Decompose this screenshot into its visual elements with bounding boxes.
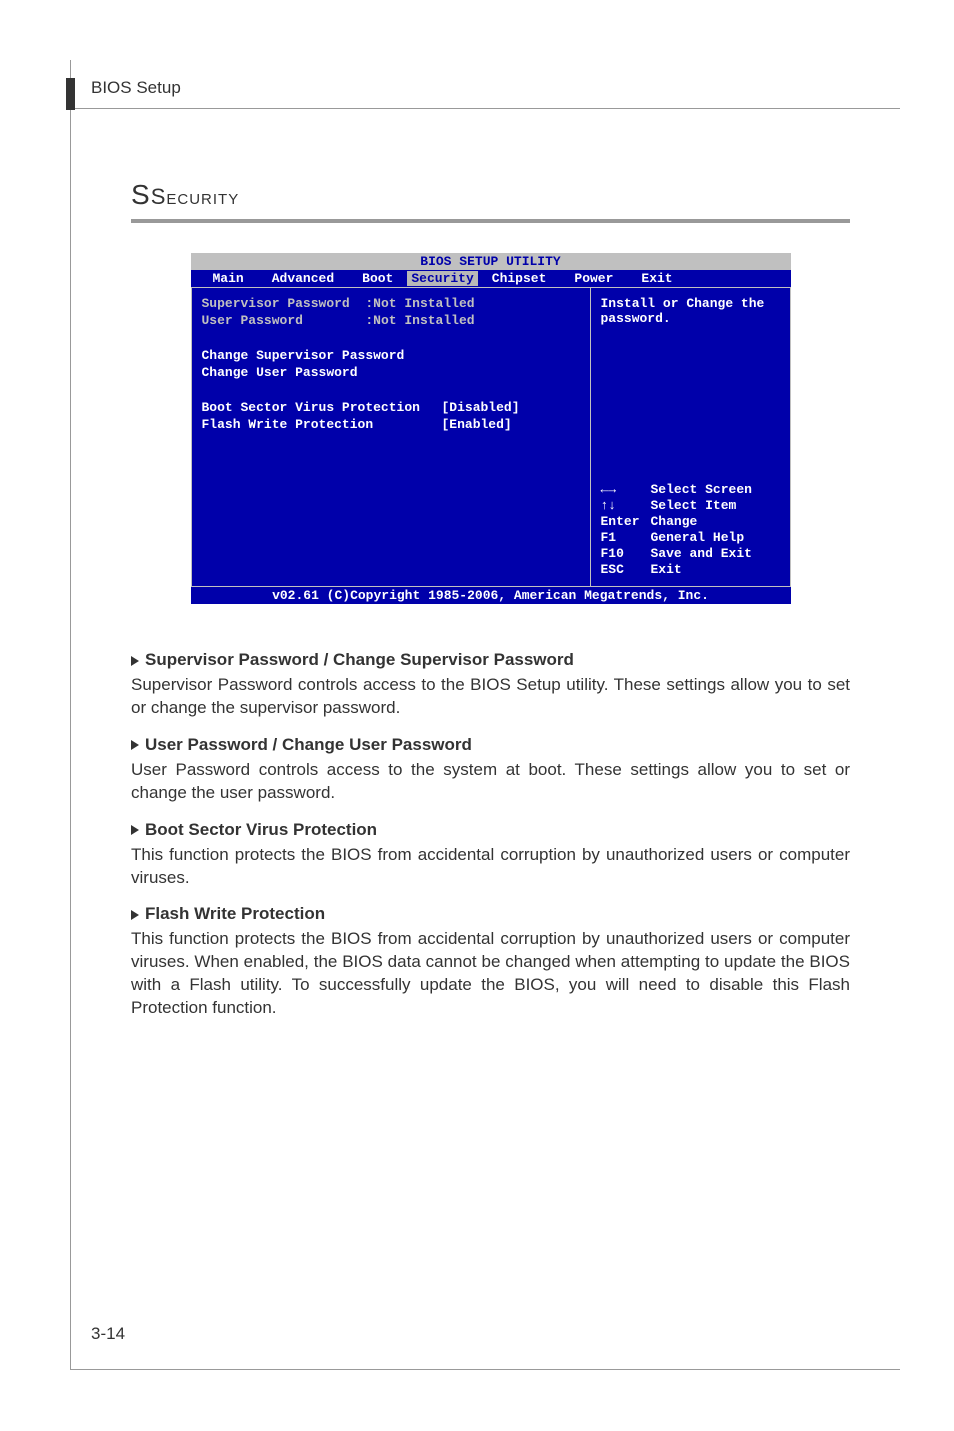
page-header: BIOS Setup (71, 60, 900, 109)
bios-left-panel: Supervisor Password :Not Installed User … (191, 287, 591, 587)
key-esc: ESC (601, 562, 651, 577)
heading-3-text: Boot Sector Virus Protection (145, 820, 377, 839)
desc-heading-4: Flash Write Protection (131, 903, 850, 926)
bios-tab-boot[interactable]: Boot (348, 271, 407, 286)
boot-sector-value: [Disabled] (442, 400, 520, 415)
triangle-icon (131, 740, 139, 750)
flash-write-value: [Enabled] (442, 417, 512, 432)
heading-4-text: Flash Write Protection (145, 904, 325, 923)
bios-screenshot: BIOS SETUP UTILITY Main Advanced Boot Se… (191, 253, 791, 604)
bios-tab-advanced[interactable]: Advanced (258, 271, 348, 286)
key-f1: F1 (601, 530, 651, 545)
key-enter: Enter (601, 514, 651, 529)
user-label: User Password (202, 313, 303, 328)
bios-footer: v02.61 (C)Copyright 1985-2006, American … (191, 587, 791, 604)
desc-supervisor: Supervisor Password / Change Supervisor … (131, 649, 850, 720)
boot-sector-virus-row[interactable]: Boot Sector Virus Protection [Disabled] (202, 400, 580, 415)
heading-2-text: User Password / Change User Password (145, 735, 472, 754)
side-marker (66, 78, 75, 110)
desc-flash-write: Flash Write Protection This function pro… (131, 903, 850, 1020)
desc-heading-2: User Password / Change User Password (131, 734, 850, 757)
supervisor-value: :Not Installed (365, 296, 474, 311)
action-help: General Help (651, 530, 745, 545)
bios-titlebar: BIOS SETUP UTILITY (191, 253, 791, 270)
bios-right-panel: Install or Change the password. ←→Select… (591, 287, 791, 587)
desc-heading-3: Boot Sector Virus Protection (131, 819, 850, 842)
key-f10: F10 (601, 546, 651, 561)
change-supervisor-password[interactable]: Change Supervisor Password (202, 348, 580, 363)
user-value: :Not Installed (365, 313, 474, 328)
heading-1-text: Supervisor Password / Change Supervisor … (145, 650, 574, 669)
content-body: SSecurity BIOS SETUP UTILITY Main Advanc… (71, 109, 900, 1020)
bios-tab-main[interactable]: Main (199, 271, 258, 286)
bios-tab-exit[interactable]: Exit (627, 271, 686, 286)
action-select-item: Select Item (651, 498, 737, 513)
bios-help-text: Install or Change the password. (601, 296, 780, 482)
page-number: 3-14 (91, 1324, 125, 1344)
triangle-icon (131, 910, 139, 920)
bios-tab-chipset[interactable]: Chipset (478, 271, 561, 286)
key-lr: ←→ (601, 482, 651, 497)
desc-user: User Password / Change User Password Use… (131, 734, 850, 805)
body-4: This function protects the BIOS from acc… (131, 928, 850, 1020)
flash-write-row[interactable]: Flash Write Protection [Enabled] (202, 417, 580, 432)
change-user-password[interactable]: Change User Password (202, 365, 580, 380)
action-exit: Exit (651, 562, 682, 577)
triangle-icon (131, 656, 139, 666)
flash-write-label: Flash Write Protection (202, 417, 442, 432)
supervisor-password-status: Supervisor Password :Not Installed (202, 296, 580, 311)
desc-heading-1: Supervisor Password / Change Supervisor … (131, 649, 850, 672)
page-frame: BIOS Setup SSecurity BIOS SETUP UTILITY … (70, 60, 900, 1370)
desc-boot-sector: Boot Sector Virus Protection This functi… (131, 819, 850, 890)
user-password-status: User Password :Not Installed (202, 313, 580, 328)
section-title-rest: Security (151, 184, 240, 209)
supervisor-label: Supervisor Password (202, 296, 350, 311)
body-1: Supervisor Password controls access to t… (131, 674, 850, 720)
body-2: User Password controls access to the sys… (131, 759, 850, 805)
action-select-screen: Select Screen (651, 482, 752, 497)
section-title: SSecurity (131, 179, 850, 223)
bios-tab-power[interactable]: Power (560, 271, 627, 286)
bios-key-legend: ←→Select Screen ↑↓Select Item EnterChang… (601, 482, 780, 578)
bios-main-area: Supervisor Password :Not Installed User … (191, 287, 791, 587)
bios-tab-security[interactable]: Security (407, 271, 477, 286)
triangle-icon (131, 825, 139, 835)
action-save-exit: Save and Exit (651, 546, 752, 561)
bios-tab-bar: Main Advanced Boot Security Chipset Powe… (191, 270, 791, 287)
breadcrumb: BIOS Setup (91, 78, 181, 97)
boot-sector-label: Boot Sector Virus Protection (202, 400, 442, 415)
body-3: This function protects the BIOS from acc… (131, 844, 850, 890)
action-change: Change (651, 514, 698, 529)
key-ud: ↑↓ (601, 498, 651, 513)
